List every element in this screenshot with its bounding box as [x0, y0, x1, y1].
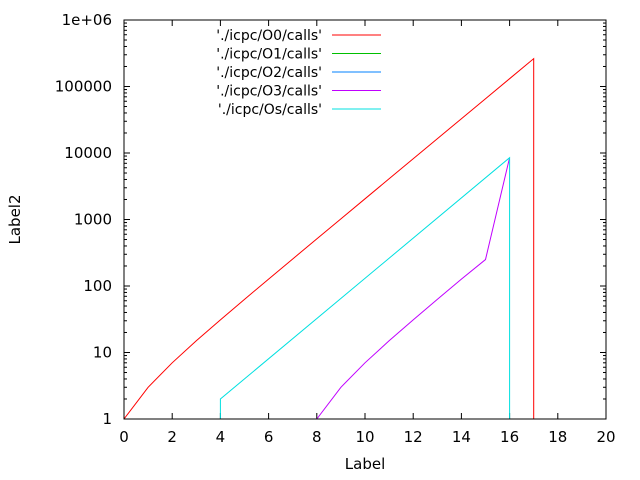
y-tick-label: 1e+06: [62, 11, 112, 29]
y-tick-label: 10000: [64, 144, 112, 162]
x-tick-label: 14: [452, 428, 471, 446]
y-tick-label: 10: [93, 344, 112, 362]
series-line-4: [219, 156, 511, 419]
legend-label: './icpc/O2/calls': [216, 65, 322, 81]
x-tick-label: 20: [596, 428, 615, 446]
x-tick-label: 0: [119, 428, 129, 446]
plot-frame: [123, 19, 607, 420]
x-tick-label: 2: [167, 428, 177, 446]
y-axis-label: Label2: [6, 194, 24, 244]
x-tick-label: 10: [355, 428, 374, 446]
x-tick-label: 4: [216, 428, 226, 446]
series-line-3: [316, 157, 511, 420]
x-axis-label: Label: [345, 455, 385, 473]
legend-label: './icpc/Os/calls': [218, 102, 322, 118]
x-tick-label: 6: [264, 428, 274, 446]
y-tick-label: 100: [83, 277, 112, 295]
y-tick-label: 1000: [74, 211, 112, 229]
series-line-0: [123, 57, 535, 420]
x-axis-ticks: 0 2 4 6 8 10 12 14 16 18 20: [119, 20, 616, 446]
x-tick-label: 18: [548, 428, 567, 446]
y-tick-label: 100000: [55, 78, 112, 96]
y-axis-ticks: 1 10 100 1000 10000 100000 1e+06: [55, 11, 606, 428]
legend-label: './icpc/O3/calls': [216, 84, 322, 100]
x-tick-label: 8: [312, 428, 322, 446]
legend-label: './icpc/O0/calls': [216, 28, 322, 44]
x-tick-label: 12: [404, 428, 423, 446]
series-lines: [123, 57, 535, 420]
x-tick-label: 16: [500, 428, 519, 446]
legend: './icpc/O0/calls' './icpc/O1/calls' './icp…: [216, 28, 381, 118]
y-tick-label: 1: [102, 410, 112, 428]
legend-label: './icpc/O1/calls': [216, 47, 322, 63]
